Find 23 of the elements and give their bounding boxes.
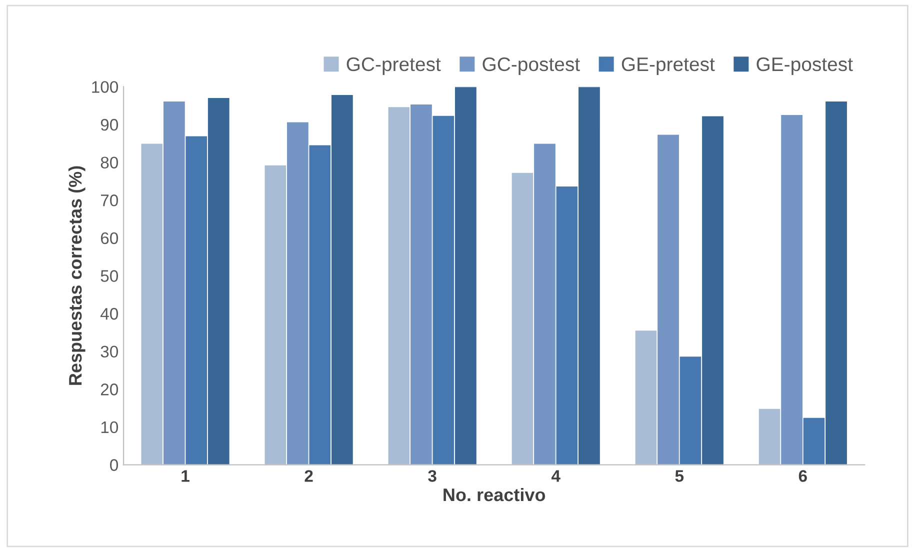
x-tick-label: 4 xyxy=(551,470,560,482)
legend-label: GE-postest xyxy=(756,57,853,75)
x-tick-label: 1 xyxy=(182,470,190,482)
y-tick-label: 0 xyxy=(110,459,118,471)
y-tick-label: 30 xyxy=(100,346,118,358)
x-axis-title: No. reactivo xyxy=(444,488,546,502)
y-tick-label: 80 xyxy=(100,156,118,168)
y-axis-title: Respuestas correctas (%) xyxy=(68,166,86,385)
y-tick-label: 90 xyxy=(100,118,118,131)
legend-label: GC-postest xyxy=(482,57,580,75)
x-tick-label: 5 xyxy=(675,470,684,482)
x-tick-label: 3 xyxy=(428,470,436,482)
y-tick-label: 100 xyxy=(92,81,118,93)
y-tick-label: 60 xyxy=(100,232,118,244)
legend-label: GE-pretest xyxy=(622,57,715,75)
y-tick-label: 70 xyxy=(100,194,118,206)
x-tick-label: 6 xyxy=(798,470,807,482)
y-tick-label: 40 xyxy=(100,308,118,320)
legend-label: GC-pretest xyxy=(346,57,441,75)
y-tick-label: 10 xyxy=(101,421,118,434)
x-tick-label: 2 xyxy=(304,470,313,482)
y-tick-label: 50 xyxy=(100,270,118,282)
y-tick-label: 20 xyxy=(100,384,118,396)
